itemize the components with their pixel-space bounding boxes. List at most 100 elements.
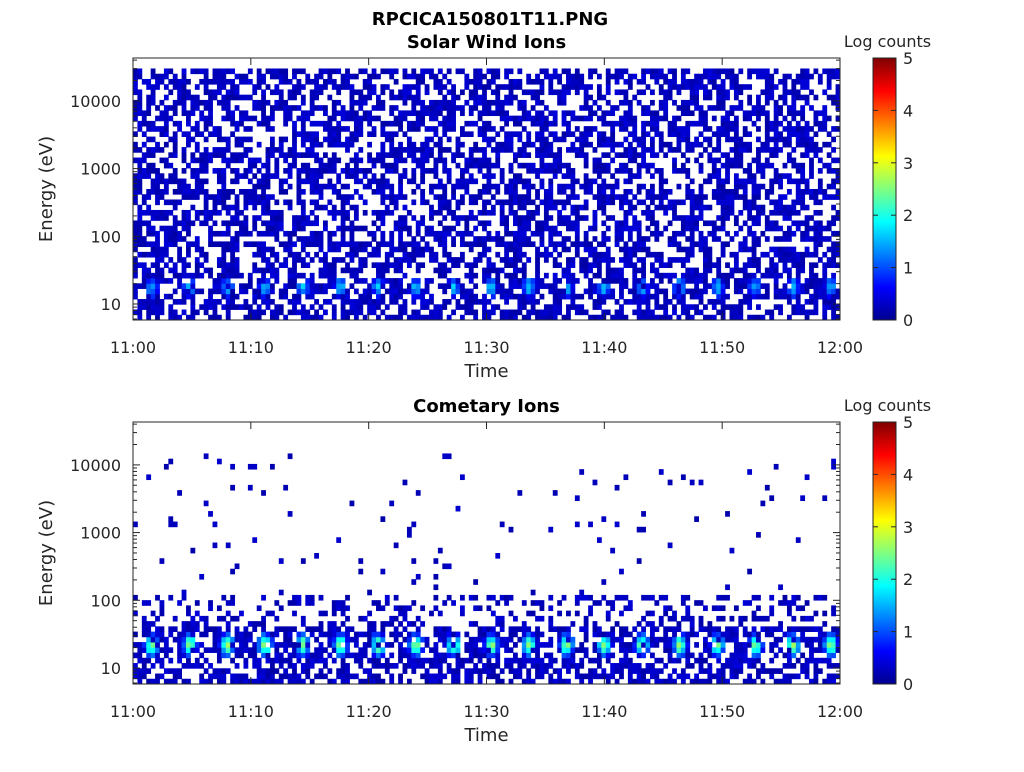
heatmap-cell xyxy=(354,226,359,232)
heatmap-cell xyxy=(270,215,275,221)
heatmap-cell xyxy=(460,89,465,95)
heatmap-cell xyxy=(173,262,178,268)
heatmap-cell xyxy=(213,210,218,216)
heatmap-cell xyxy=(513,189,518,195)
heatmap-cell xyxy=(522,184,527,190)
heatmap-cell xyxy=(177,668,182,674)
heatmap-cell xyxy=(354,273,359,279)
heatmap-cell xyxy=(190,173,195,179)
heatmap-cell xyxy=(707,268,712,274)
heatmap-cell xyxy=(491,74,496,80)
heatmap-cell xyxy=(517,84,522,90)
heatmap-cell xyxy=(513,278,518,284)
heatmap-cell xyxy=(341,231,346,237)
heatmap-cell xyxy=(628,179,633,185)
heatmap-cell xyxy=(513,131,518,137)
heatmap-cell xyxy=(535,74,540,80)
heatmap-cell xyxy=(482,226,487,232)
heatmap-cell xyxy=(822,236,827,242)
heatmap-cell xyxy=(235,220,240,226)
heatmap-cell xyxy=(186,220,191,226)
heatmap-cell xyxy=(619,294,624,300)
heatmap-cell xyxy=(160,310,165,316)
heatmap-cell xyxy=(487,231,492,237)
heatmap-cell xyxy=(690,210,695,216)
heatmap-cell xyxy=(323,84,328,90)
heatmap-cell xyxy=(341,310,346,316)
heatmap-cell xyxy=(783,194,788,200)
heatmap-cell xyxy=(442,194,447,200)
heatmap-cell xyxy=(186,189,191,195)
heatmap-cell xyxy=(186,215,191,221)
heatmap-cell xyxy=(376,158,381,164)
heatmap-cell xyxy=(809,142,814,148)
heatmap-cell xyxy=(813,220,818,226)
heatmap-cell xyxy=(305,600,310,606)
heatmap-cell xyxy=(831,126,836,132)
heatmap-cell xyxy=(544,68,549,74)
heatmap-cell xyxy=(672,289,677,295)
heatmap-cell xyxy=(257,74,262,80)
heatmap-cell xyxy=(354,205,359,211)
heatmap-cell xyxy=(487,199,492,205)
heatmap-cell xyxy=(358,194,363,200)
heatmap-cell xyxy=(805,179,810,185)
heatmap-cell xyxy=(650,262,655,268)
heatmap-cell xyxy=(204,220,209,226)
heatmap-cell xyxy=(288,173,293,179)
heatmap-cell xyxy=(800,205,805,211)
heatmap-cell xyxy=(283,179,288,185)
heatmap-cell xyxy=(540,121,545,127)
heatmap-cell xyxy=(367,184,372,190)
heatmap-cell xyxy=(681,100,686,106)
heatmap-cell xyxy=(787,74,792,80)
heatmap-cell xyxy=(623,283,628,289)
heatmap-cell xyxy=(601,252,606,258)
heatmap-cell xyxy=(411,236,416,242)
heatmap-cell xyxy=(712,84,717,90)
heatmap-cell xyxy=(619,74,624,80)
heatmap-cell xyxy=(522,220,527,226)
heatmap-cell xyxy=(217,241,222,247)
heatmap-cell xyxy=(274,310,279,316)
heatmap-cell xyxy=(411,189,416,195)
heatmap-cell xyxy=(535,310,540,316)
heatmap-cell xyxy=(623,257,628,263)
heatmap-cell xyxy=(517,121,522,127)
heatmap-cell xyxy=(442,84,447,90)
heatmap-cell xyxy=(522,89,527,95)
heatmap-cell xyxy=(327,210,332,216)
heatmap-cell xyxy=(310,273,315,279)
heatmap-cell xyxy=(173,79,178,85)
heatmap-cell xyxy=(522,273,527,279)
heatmap-cell xyxy=(677,283,682,289)
heatmap-cell xyxy=(292,147,297,153)
heatmap-cell xyxy=(734,95,739,101)
heatmap-cell xyxy=(403,68,408,74)
heatmap-cell xyxy=(544,121,549,127)
heatmap-cell xyxy=(487,189,492,195)
heatmap-cell xyxy=(438,142,443,148)
heatmap-cell xyxy=(734,215,739,221)
heatmap-cell xyxy=(694,220,699,226)
heatmap-cell xyxy=(681,168,686,174)
heatmap-cell xyxy=(716,68,721,74)
heatmap-cell xyxy=(703,247,708,253)
heatmap-cell xyxy=(800,79,805,85)
heatmap-cell xyxy=(350,241,355,247)
heatmap-cell xyxy=(160,278,165,284)
heatmap-cell xyxy=(690,304,695,310)
heatmap-cell xyxy=(204,310,209,316)
heatmap-cell xyxy=(818,241,823,247)
heatmap-cell xyxy=(186,194,191,200)
heatmap-cell xyxy=(385,252,390,258)
heatmap-cell xyxy=(566,199,571,205)
heatmap-cell xyxy=(354,152,359,158)
heatmap-cell xyxy=(685,289,690,295)
heatmap-cell xyxy=(137,215,142,221)
heatmap-cell xyxy=(398,226,403,232)
heatmap-cell xyxy=(818,189,823,195)
heatmap-cell xyxy=(182,632,187,638)
heatmap-cell xyxy=(482,121,487,127)
heatmap-cell xyxy=(756,126,761,132)
